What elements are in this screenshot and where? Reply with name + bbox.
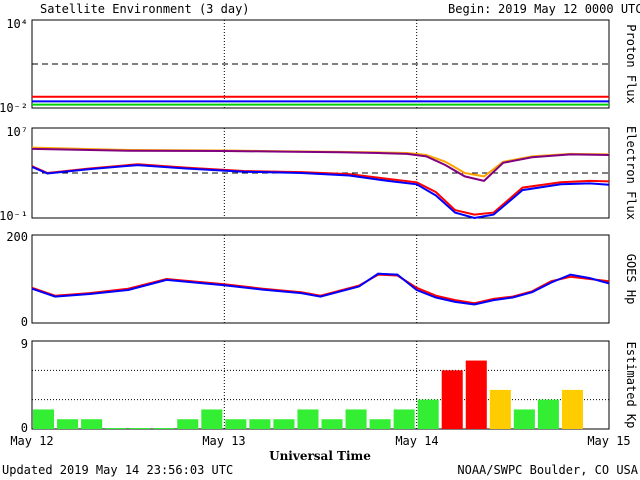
- kp-bar: [345, 409, 367, 429]
- kp-bar: [81, 419, 103, 429]
- xtick-may-12: May 12: [10, 434, 53, 448]
- electron-flux-panel: 10⁷ 10⁻¹ Electron Flux: [0, 125, 638, 223]
- proton-flux-panel: 10⁴ 10⁻² Proton Flux: [0, 17, 638, 115]
- kp-ytick-min: 0: [21, 421, 28, 435]
- proton-flux-ytick-max: 10⁴: [6, 17, 28, 31]
- xtick-may-15: May 15: [587, 434, 630, 448]
- kp-bar: [297, 409, 319, 429]
- xaxis-label: Universal Time: [269, 449, 371, 463]
- kp-ytick-max: 9: [21, 337, 28, 351]
- xtick-may-14: May 14: [395, 434, 438, 448]
- xtick-may-13: May 13: [202, 434, 245, 448]
- kp-bar: [225, 419, 247, 429]
- kp-panel: 9 0 Estimated Kp: [21, 337, 638, 435]
- electron-flux-ytick-min: 10⁻¹: [0, 209, 28, 223]
- electron-flux-ytick-max: 10⁷: [6, 125, 28, 139]
- kp-bar: [153, 428, 175, 429]
- kp-bar: [441, 370, 463, 429]
- goes-hp-ylabel: GOES Hp: [624, 254, 638, 305]
- chart-title: Satellite Environment (3 day): [40, 2, 250, 16]
- kp-bar: [177, 419, 199, 429]
- kp-bar: [537, 399, 559, 429]
- kp-bar: [489, 389, 511, 429]
- proton-flux-ylabel: Proton Flux: [624, 24, 638, 103]
- kp-bar: [417, 399, 439, 429]
- series-line: [31, 272, 610, 306]
- kp-bar: [465, 360, 487, 429]
- series-line: [31, 164, 610, 220]
- kp-bar: [201, 409, 223, 429]
- goes-hp-ytick-min: 0: [21, 315, 28, 329]
- kp-bar: [513, 409, 535, 429]
- goes-hp-panel: 200 0 GOES Hp: [6, 230, 638, 329]
- series-line: [31, 147, 610, 182]
- goes-hp-ytick-max: 200: [6, 230, 28, 244]
- goes-hp-frame: [31, 234, 610, 324]
- begin-label: Begin:: [448, 2, 491, 16]
- kp-bar: [105, 428, 127, 429]
- kp-bar: [393, 409, 415, 429]
- proton-flux-ytick-min: 10⁻²: [0, 101, 28, 115]
- kp-bar: [57, 419, 79, 429]
- kp-bar: [321, 419, 343, 429]
- electron-flux-ylabel: Electron Flux: [624, 126, 638, 220]
- kp-bar: [369, 419, 391, 429]
- begin-value: 2019 May 12 0000 UTC: [498, 2, 640, 16]
- kp-bar: [33, 409, 55, 429]
- kp-ylabel: Estimated Kp: [624, 342, 638, 429]
- kp-bar: [249, 419, 271, 429]
- kp-bar: [273, 419, 295, 429]
- credit-text: NOAA/SWPC Boulder, CO USA: [457, 463, 638, 477]
- updated-timestamp: Updated 2019 May 14 23:56:03 UTC: [2, 463, 233, 477]
- kp-frame: [31, 340, 610, 430]
- kp-bar: [561, 389, 583, 429]
- kp-bar: [129, 428, 151, 429]
